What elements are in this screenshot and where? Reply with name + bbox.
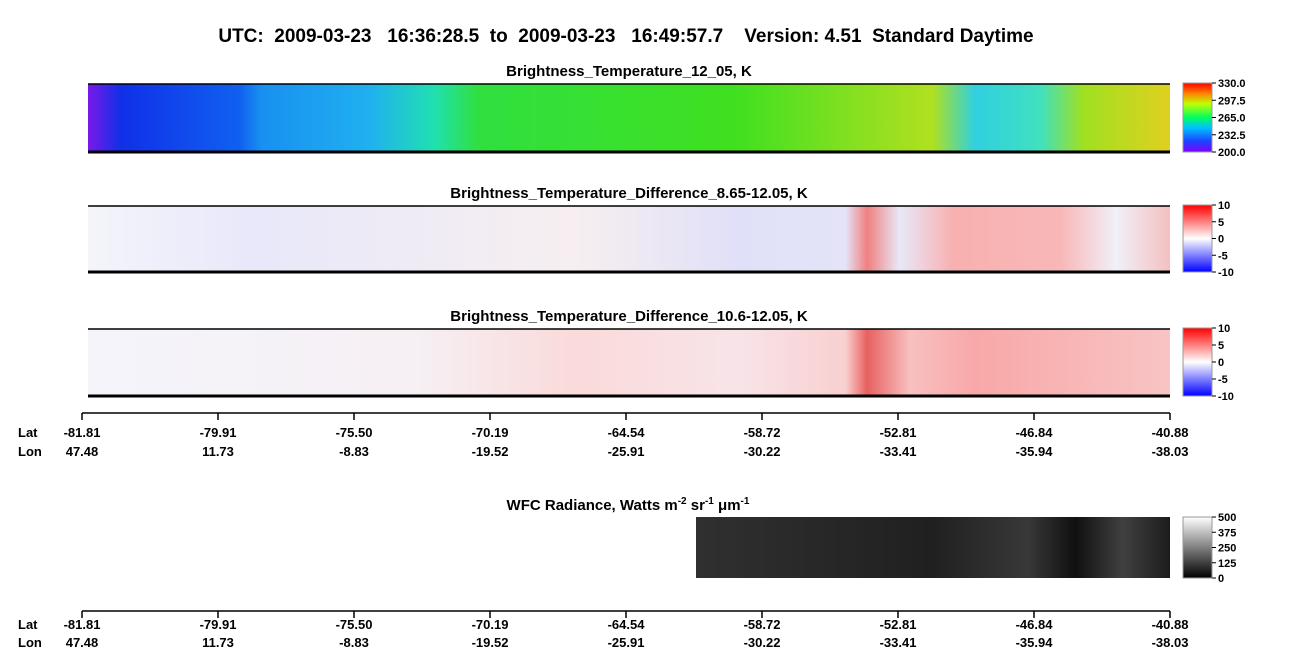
colorbar — [1182, 516, 1213, 579]
title-part: sr — [687, 497, 706, 514]
lat-tick-label: -46.84 — [1016, 425, 1054, 440]
colorbar-label: -5 — [1218, 374, 1228, 386]
lat-tick-label: -79.91 — [200, 425, 237, 440]
lat-tick-label: -75.50 — [336, 425, 373, 440]
lat-tick-label: -79.91 — [200, 617, 237, 632]
colorbar-label: 0 — [1218, 234, 1224, 246]
colorbar-label: 10 — [1218, 323, 1230, 335]
colorbar-label: 0 — [1218, 573, 1224, 585]
lon-tick-label: -35.94 — [1016, 444, 1054, 459]
lat-tick-label: -58.72 — [744, 617, 781, 632]
lat-tick-label: -81.81 — [64, 425, 101, 440]
wfc-image — [696, 517, 1170, 578]
colorbar-label: 375 — [1218, 527, 1236, 539]
lat-tick-label: -81.81 — [64, 617, 101, 632]
colorbar-label: -10 — [1218, 391, 1234, 403]
colorbar-label: 500 — [1218, 512, 1236, 524]
colorbar — [1182, 327, 1213, 397]
axis-label: Lat — [18, 617, 38, 632]
superscript: -2 — [678, 496, 687, 507]
lon-tick-label: -33.41 — [880, 444, 917, 459]
lon-tick-label: 47.48 — [66, 444, 99, 459]
lon-tick-label: -8.83 — [339, 444, 369, 459]
panel-image — [88, 206, 1170, 272]
colorbar-label: 297.5 — [1218, 95, 1246, 107]
lat-tick-label: -52.81 — [880, 617, 917, 632]
panel-title: Brightness_Temperature_12_05, K — [506, 63, 752, 80]
lon-tick-label: -35.94 — [1016, 635, 1054, 650]
axis-label: Lon — [18, 444, 42, 459]
superscript: -1 — [705, 496, 714, 507]
lat-tick-label: -75.50 — [336, 617, 373, 632]
lon-tick-label: -19.52 — [472, 444, 509, 459]
panel-title: Brightness_Temperature_Difference_8.65-1… — [450, 185, 808, 202]
wfc-title: WFC Radiance, Watts m-2 sr-1 μm-1 — [507, 496, 750, 514]
lat-tick-label: -58.72 — [744, 425, 781, 440]
lon-tick-label: -30.22 — [744, 444, 781, 459]
colorbar-label: 10 — [1218, 200, 1230, 212]
lon-tick-label: -33.41 — [880, 635, 917, 650]
lon-tick-label: -8.83 — [339, 635, 369, 650]
colorbar — [1182, 82, 1213, 153]
lon-tick-label: -25.91 — [608, 444, 645, 459]
colorbar-label: 5 — [1218, 340, 1224, 352]
lon-tick-label: 47.48 — [66, 635, 99, 650]
lon-tick-label: -19.52 — [472, 635, 509, 650]
panel-title: Brightness_Temperature_Difference_10.6-1… — [450, 308, 808, 325]
panel-image — [88, 84, 1170, 152]
lon-tick-label: 11.73 — [202, 635, 234, 650]
colorbar-label: 0 — [1218, 357, 1224, 369]
colorbar-label: 200.0 — [1218, 147, 1246, 159]
lon-tick-label: -30.22 — [744, 635, 781, 650]
colorbar-label: -10 — [1218, 267, 1234, 279]
colorbar-label: 125 — [1218, 558, 1236, 570]
lat-tick-label: -46.84 — [1016, 617, 1054, 632]
axis-label: Lon — [18, 635, 42, 650]
lat-tick-label: -64.54 — [608, 617, 646, 632]
title-part: WFC Radiance, Watts m — [507, 497, 678, 514]
colorbar-label: 330.0 — [1218, 78, 1246, 90]
lat-tick-label: -70.19 — [472, 425, 509, 440]
lat-tick-label: -52.81 — [880, 425, 917, 440]
colorbar — [1182, 204, 1213, 273]
lon-tick-label: -38.03 — [1152, 635, 1189, 650]
lat-tick-label: -40.88 — [1152, 425, 1189, 440]
colorbar-label: 250 — [1218, 543, 1236, 555]
lon-tick-label: -38.03 — [1152, 444, 1189, 459]
lon-tick-label: 11.73 — [202, 444, 234, 459]
colorbar-label: 232.5 — [1218, 130, 1246, 142]
colorbar-label: -5 — [1218, 250, 1228, 262]
axis-label: Lat — [18, 425, 38, 440]
lat-tick-label: -70.19 — [472, 617, 509, 632]
panel-image — [88, 329, 1170, 396]
title-part: μm — [714, 497, 741, 514]
colorbar-label: 5 — [1218, 217, 1224, 229]
page-title: UTC: 2009-03-23 16:36:28.5 to 2009-03-23… — [218, 26, 1033, 47]
lon-tick-label: -25.91 — [608, 635, 645, 650]
colorbar-label: 265.0 — [1218, 113, 1246, 125]
lat-tick-label: -64.54 — [608, 425, 646, 440]
superscript: -1 — [741, 496, 750, 507]
lat-tick-label: -40.88 — [1152, 617, 1189, 632]
